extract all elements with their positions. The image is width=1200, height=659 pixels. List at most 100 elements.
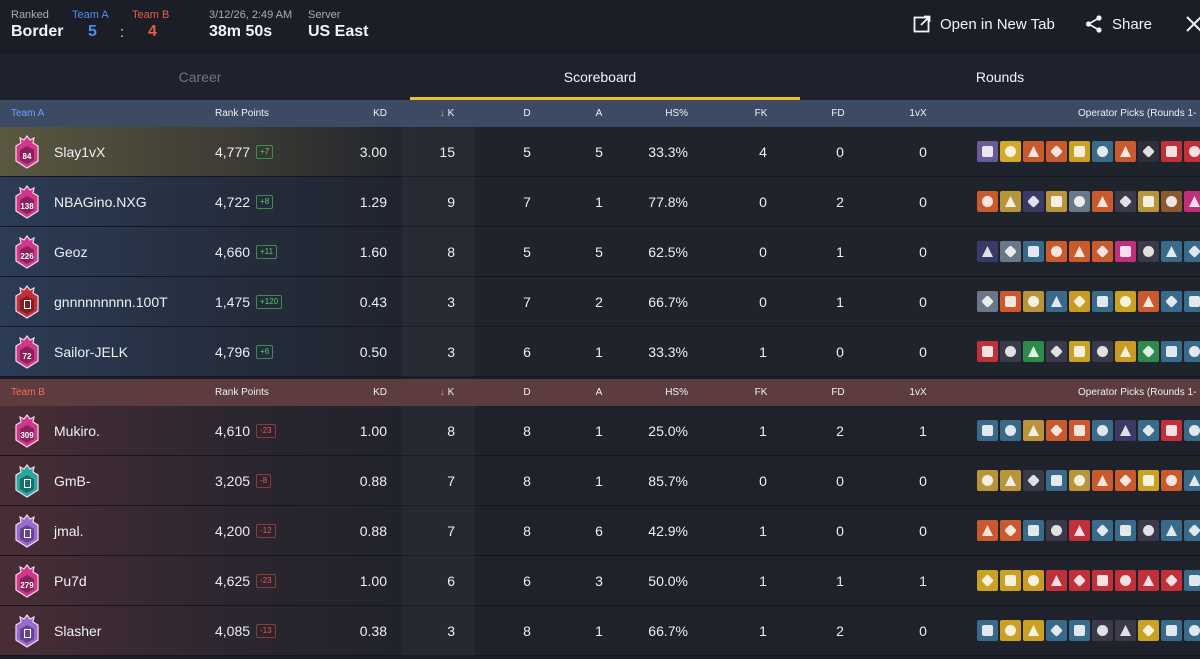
operator-icon[interactable] — [1184, 141, 1200, 162]
player-row[interactable]: 84 Slay1vX 4,777 +7 3.00 15 5 5 33.3% 4 0 0 — [0, 127, 1200, 177]
col-kd[interactable]: KD — [373, 108, 387, 119]
operator-icon[interactable] — [977, 191, 998, 212]
operator-icon[interactable] — [1092, 291, 1113, 312]
player-name[interactable]: Slay1vX — [54, 144, 106, 160]
player-name[interactable]: Geoz — [54, 244, 88, 260]
operator-icon[interactable] — [1046, 141, 1067, 162]
operator-icon[interactable] — [1069, 191, 1090, 212]
operator-icon[interactable] — [1046, 420, 1067, 441]
player-row[interactable]: 72 Sailor-JELK 4,796 +6 0.50 3 6 1 33.3% 1 0 0 — [0, 327, 1200, 377]
operator-icon[interactable] — [1184, 191, 1200, 212]
operator-icon[interactable] — [1069, 241, 1090, 262]
operator-icon[interactable] — [1023, 620, 1044, 641]
col-k[interactable]: ↓ K — [440, 108, 455, 119]
operator-icon[interactable] — [1184, 620, 1200, 641]
operator-icon[interactable] — [1069, 620, 1090, 641]
operator-icon[interactable] — [1184, 291, 1200, 312]
operator-icon[interactable] — [1046, 191, 1067, 212]
operator-icon[interactable] — [1184, 241, 1200, 262]
operator-icon[interactable] — [1092, 241, 1113, 262]
operator-icon[interactable] — [1184, 470, 1200, 491]
operator-icon[interactable] — [1138, 420, 1159, 441]
operator-icon[interactable] — [977, 620, 998, 641]
open-new-tab-button[interactable]: Open in New Tab — [912, 14, 1055, 34]
col-rank-points[interactable]: Rank Points — [215, 387, 269, 398]
player-name[interactable]: GmB- — [54, 473, 91, 489]
operator-icon[interactable] — [1115, 570, 1136, 591]
operator-icon[interactable] — [1161, 470, 1182, 491]
operator-icon[interactable] — [1092, 191, 1113, 212]
operator-icon[interactable] — [1115, 470, 1136, 491]
operator-icon[interactable] — [1000, 141, 1021, 162]
operator-icon[interactable] — [1184, 520, 1200, 541]
operator-icon[interactable] — [977, 520, 998, 541]
col-fk[interactable]: FK — [754, 387, 768, 398]
operator-icon[interactable] — [1092, 341, 1113, 362]
operator-icon[interactable] — [1184, 341, 1200, 362]
col-d[interactable]: D — [523, 108, 531, 119]
col-a[interactable]: A — [595, 108, 603, 119]
operator-icon[interactable] — [1000, 291, 1021, 312]
operator-icon[interactable] — [1138, 470, 1159, 491]
player-row[interactable]: 138 NBAGino.NXG 4,722 +8 1.29 9 7 1 77.8% 0 2 0 — [0, 177, 1200, 227]
operator-icon[interactable] — [1023, 570, 1044, 591]
col-fk[interactable]: FK — [754, 108, 768, 119]
player-name[interactable]: Mukiro. — [54, 423, 100, 439]
operator-icon[interactable] — [1069, 141, 1090, 162]
col-hs[interactable]: HS% — [665, 387, 688, 398]
operator-icon[interactable] — [1069, 570, 1090, 591]
operator-icon[interactable] — [1092, 620, 1113, 641]
player-name[interactable]: Slasher — [54, 623, 102, 639]
operator-icon[interactable] — [1184, 420, 1200, 441]
operator-icon[interactable] — [1138, 241, 1159, 262]
operator-icon[interactable] — [1023, 520, 1044, 541]
player-name[interactable]: jmal. — [54, 523, 84, 539]
operator-icon[interactable] — [1138, 620, 1159, 641]
player-row[interactable]: jmal. 4,200 -12 0.88 7 8 6 42.9% 1 0 0 — [0, 506, 1200, 556]
player-row[interactable]: 226 Geoz 4,660 +11 1.60 8 5 5 62.5% 0 1 0 — [0, 227, 1200, 277]
operator-icon[interactable] — [977, 141, 998, 162]
operator-icon[interactable] — [1023, 291, 1044, 312]
operator-icon[interactable] — [1161, 420, 1182, 441]
operator-icon[interactable] — [1000, 341, 1021, 362]
tab-scoreboard[interactable]: Scoreboard — [400, 54, 800, 100]
operator-icon[interactable] — [977, 470, 998, 491]
player-name[interactable]: Sailor-JELK — [54, 344, 128, 360]
operator-icon[interactable] — [1000, 191, 1021, 212]
operator-icon[interactable] — [1023, 191, 1044, 212]
operator-icon[interactable] — [1161, 520, 1182, 541]
operator-icon[interactable] — [1000, 470, 1021, 491]
operator-icon[interactable] — [1046, 570, 1067, 591]
operator-icon[interactable] — [1115, 420, 1136, 441]
player-row[interactable]: Slasher 4,085 -13 0.38 3 8 1 66.7% 1 2 0 — [0, 606, 1200, 656]
operator-icon[interactable] — [977, 341, 998, 362]
operator-icon[interactable] — [1069, 420, 1090, 441]
operator-icon[interactable] — [1138, 141, 1159, 162]
col-1vx[interactable]: 1vX — [909, 387, 927, 398]
operator-icon[interactable] — [1115, 520, 1136, 541]
player-name[interactable]: gnnnnnnnnn.100T — [54, 294, 168, 310]
operator-icon[interactable] — [1069, 520, 1090, 541]
operator-icon[interactable] — [1115, 291, 1136, 312]
operator-icon[interactable] — [1069, 341, 1090, 362]
operator-icon[interactable] — [977, 241, 998, 262]
operator-icon[interactable] — [977, 291, 998, 312]
col-rank-points[interactable]: Rank Points — [215, 108, 269, 119]
operator-icon[interactable] — [1023, 341, 1044, 362]
col-hs[interactable]: HS% — [665, 108, 688, 119]
operator-icon[interactable] — [1046, 341, 1067, 362]
operator-icon[interactable] — [977, 570, 998, 591]
operator-icon[interactable] — [1069, 470, 1090, 491]
col-k[interactable]: ↓ K — [440, 387, 455, 398]
operator-icon[interactable] — [1138, 291, 1159, 312]
player-row[interactable]: GmB- 3,205 -8 0.88 7 8 1 85.7% 0 0 0 — [0, 456, 1200, 506]
col-1vx[interactable]: 1vX — [909, 108, 927, 119]
operator-icon[interactable] — [1000, 520, 1021, 541]
operator-icon[interactable] — [1161, 291, 1182, 312]
operator-icon[interactable] — [1046, 520, 1067, 541]
operator-icon[interactable] — [1184, 570, 1200, 591]
col-d[interactable]: D — [523, 387, 531, 398]
share-button[interactable]: Share — [1084, 14, 1152, 34]
operator-icon[interactable] — [1023, 141, 1044, 162]
operator-icon[interactable] — [1023, 241, 1044, 262]
